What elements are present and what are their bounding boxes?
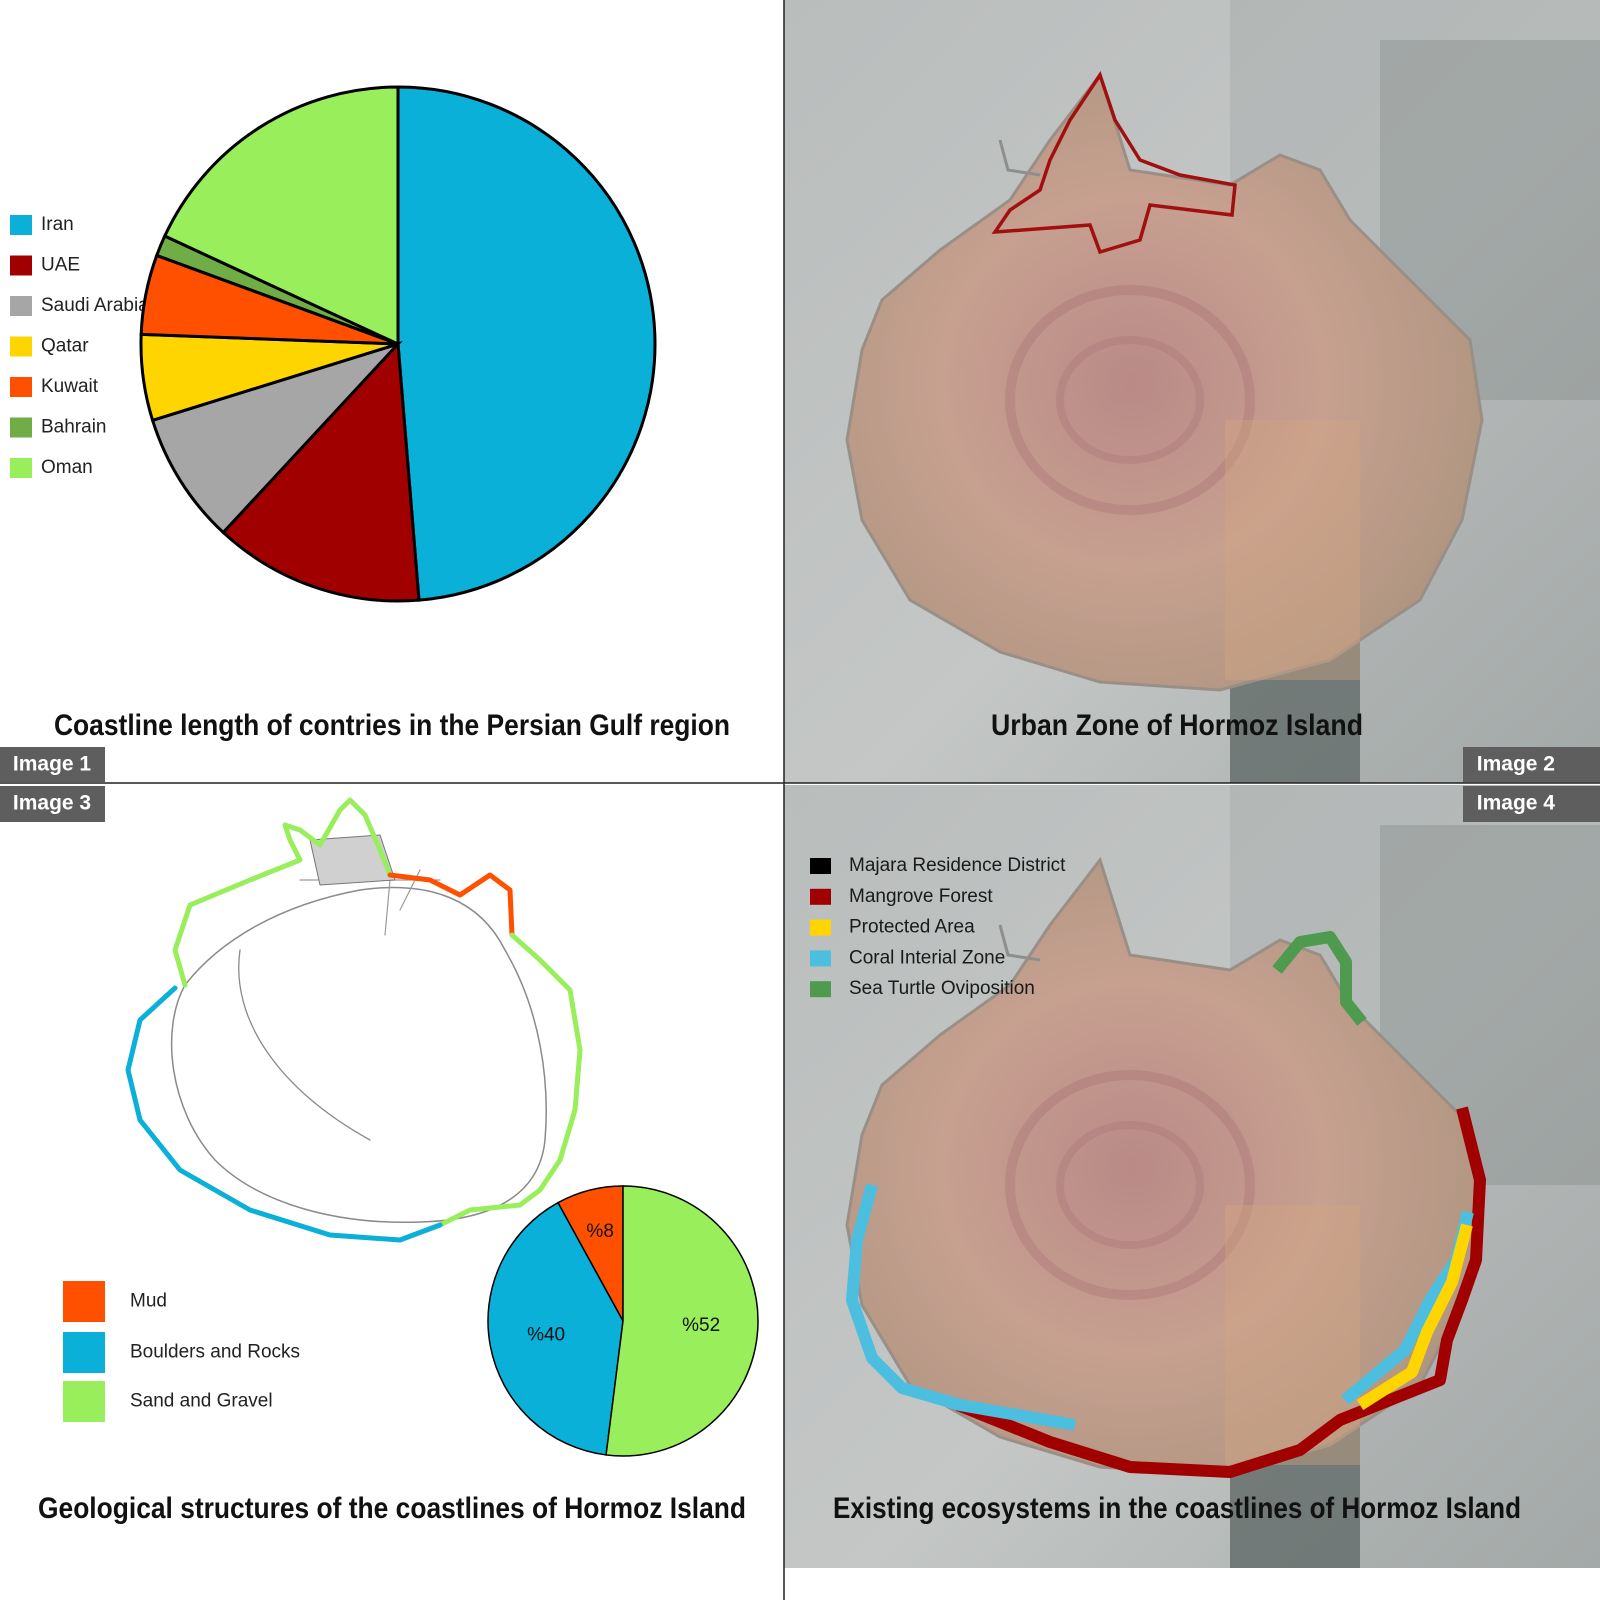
legend-swatch (810, 950, 831, 967)
image-tag: Image 2 (1477, 753, 1555, 776)
legend-label: Bahrain (41, 417, 107, 438)
legend-swatch (10, 296, 32, 316)
legend-swatch (63, 1332, 105, 1373)
pie-slice (150, 340, 403, 535)
image-tag: Image 1 (13, 753, 92, 776)
legend-label: Sea Turtle Oviposition (849, 978, 1035, 999)
legend-swatch (810, 919, 831, 936)
chart-title: Geological structures of the coastlines … (38, 1492, 746, 1525)
legend-swatch (10, 458, 32, 478)
pie-slice (162, 85, 400, 347)
chart-title: Coastline length of contries in the Pers… (54, 709, 730, 742)
pie-slice (487, 1201, 624, 1456)
legend-label: Protected Area (849, 917, 975, 938)
image-tag: Image 4 (1477, 792, 1556, 815)
legend-label: Saudi Arabia (41, 295, 149, 316)
urban-zone-outline (991, 71, 1237, 255)
image-tag-bg (0, 747, 105, 782)
pie-slice (221, 340, 421, 603)
legend-swatch (10, 255, 32, 276)
island-drawing (125, 797, 583, 1243)
legend-label: Mangrove Forest (849, 886, 993, 907)
image-tag: Image 3 (13, 792, 91, 815)
data-label: %40 (527, 1325, 565, 1346)
legend-swatch (10, 417, 32, 438)
legend-swatch (810, 888, 831, 905)
coastline-segment (955, 1106, 1486, 1478)
map-title: Urban Zone of Hormoz Island (991, 709, 1363, 742)
coastline-segment (1356, 1223, 1473, 1411)
satellite-map-2 (784, 0, 1600, 783)
legend-label: Mud (130, 1291, 167, 1312)
coastline-segment (1272, 931, 1367, 1026)
pie-slice (396, 85, 657, 602)
legend-swatch (10, 377, 32, 397)
map-title: Existing ecosystems in the coastlines of… (833, 1492, 1521, 1525)
legend-swatch (63, 1281, 105, 1322)
legend-label: Sand and Gravel (130, 1391, 273, 1412)
legend-swatch (810, 858, 831, 874)
legend-swatch (10, 336, 32, 357)
ecosystem-coastlines (846, 931, 1486, 1478)
legend-label: UAE (41, 255, 80, 276)
legend-swatch (10, 215, 32, 235)
legend-label: Boulders and Rocks (130, 1342, 300, 1363)
pie-slice (605, 1185, 759, 1457)
data-label: %52 (682, 1315, 720, 1336)
image-tag-bg (0, 786, 105, 822)
legend-label: Oman (41, 457, 93, 478)
legend-label: Coral Interial Zone (849, 947, 1005, 968)
image-tag-bg (1463, 747, 1600, 782)
image-tag-bg (1463, 786, 1600, 822)
legend-label: Qatar (41, 336, 89, 357)
legend-label: Iran (41, 214, 74, 235)
coastline-segment (846, 1183, 1077, 1431)
legend-swatch (810, 981, 831, 998)
data-label: %8 (586, 1221, 613, 1242)
legend-label: Kuwait (41, 376, 99, 397)
legend-swatch (63, 1381, 105, 1422)
legend-label: Majara Residence District (849, 855, 1066, 876)
